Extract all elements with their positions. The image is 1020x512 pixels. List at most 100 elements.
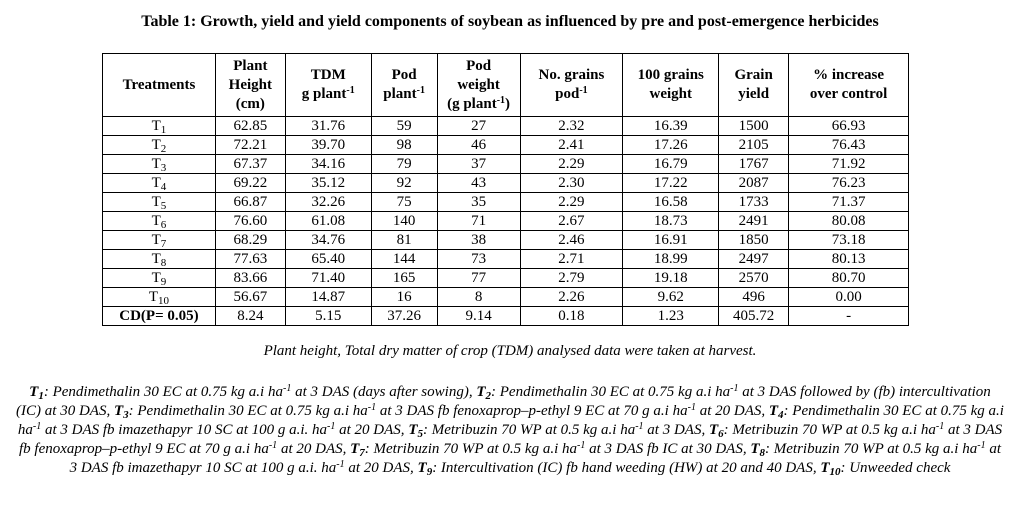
header-grains-per-pod: No. grains pod-1 [519,53,624,117]
footnote-treatment-6: T6: Metribuzin 70 WP at 0.5 kg a.i ha-1 … [19,421,1003,458]
results-table: Treatments Plant Height (cm) TDM g plant… [102,53,909,326]
value-cell: 2.29 [519,192,624,212]
value-cell: 2.79 [519,268,624,288]
value-cell: 18.73 [622,211,720,231]
value-cell: 2.41 [519,135,624,155]
value-cell: 31.76 [284,116,372,136]
value-cell: 2570 [718,268,790,288]
table-row: T4 69.22 35.12 92 43 2.30 17.22 2087 76.23 [102,173,909,193]
table-row: T9 83.66 71.40 165 77 2.79 19.18 2570 80.70 [102,268,909,288]
header-tdm: TDM g plant-1 [284,53,372,117]
header-pod-per-plant: Pod plant-1 [370,53,438,117]
value-cell: 9.62 [622,287,720,307]
value-cell: 2.26 [519,287,624,307]
table-row: T3 67.37 34.16 79 37 2.29 16.79 1767 71.92 [102,154,909,174]
value-cell: 71.37 [788,192,909,212]
table-row: T1 62.85 31.76 59 27 2.32 16.39 1500 66.93 [102,116,909,136]
value-cell: 56.67 [214,287,286,307]
footnote-treatment-8: T8: Metribuzin 70 WP at 0.5 kg a.i ha-1 … [69,440,1001,477]
value-cell: 66.93 [788,116,909,136]
treatment-cell: T10 [102,287,216,307]
cd-value-cell: 9.14 [436,306,521,326]
value-cell: 16.39 [622,116,720,136]
value-cell: 71.40 [284,268,372,288]
value-cell: 39.70 [284,135,372,155]
value-cell: 92 [370,173,438,193]
value-cell: 69.22 [214,173,286,193]
table-row: T8 77.63 65.40 144 73 2.71 18.99 2497 80.13 [102,249,909,269]
value-cell: 34.16 [284,154,372,174]
cd-value-cell: 1.23 [622,306,720,326]
value-cell: 38 [436,230,521,250]
header-treatments: Treatments [102,53,216,117]
value-cell: 81 [370,230,438,250]
value-cell: 68.29 [214,230,286,250]
table-title: Table 1: Growth, yield and yield compone… [141,13,879,30]
value-cell: 80.70 [788,268,909,288]
value-cell: 17.22 [622,173,720,193]
treatment-cell: T5 [102,192,216,212]
cd-value-cell: 5.15 [284,306,372,326]
footnote-treatment-5: T5: Metribuzin 70 WP at 0.5 kg a.i ha-1 … [408,421,709,440]
value-cell: 34.76 [284,230,372,250]
value-cell: 43 [436,173,521,193]
value-cell: 2.30 [519,173,624,193]
value-cell: 80.13 [788,249,909,269]
value-cell: 140 [370,211,438,231]
value-cell: 2.67 [519,211,624,231]
cd-value-cell: - [788,306,909,326]
value-cell: 98 [370,135,438,155]
value-cell: 73.18 [788,230,909,250]
treatment-cell: T4 [102,173,216,193]
value-cell: 46 [436,135,521,155]
header-row: Treatments Plant Height (cm) TDM g plant… [102,53,909,117]
value-cell: 67.37 [214,154,286,174]
table-caption: Plant height, Total dry matter of crop (… [263,343,757,359]
value-cell: 14.87 [284,287,372,307]
value-cell: 2087 [718,173,790,193]
value-cell: 496 [718,287,790,307]
table-row: T2 72.21 39.70 98 46 2.41 17.26 2105 76.43 [102,135,909,155]
footnote-treatment-10: T10: Unweeded check [820,460,951,478]
value-cell: 71.92 [788,154,909,174]
value-cell: 19.18 [622,268,720,288]
value-cell: 1850 [718,230,790,250]
treatment-cell: T8 [102,249,216,269]
table-body: T1 62.85 31.76 59 27 2.32 16.39 1500 66.93 T2 72.2… [102,116,909,326]
value-cell: 77.63 [214,249,286,269]
treatment-cell: T2 [102,135,216,155]
table-row: T10 56.67 14.87 16 8 2.26 9.62 496 0.00 [102,287,909,307]
value-cell: 77 [436,268,521,288]
value-cell: 2491 [718,211,790,231]
value-cell: 18.99 [622,249,720,269]
cd-value-cell: 8.24 [214,306,286,326]
table-row: T7 68.29 34.76 81 38 2.46 16.91 1850 73.18 [102,230,909,250]
value-cell: 0.00 [788,287,909,307]
value-cell: 75 [370,192,438,212]
treatments-footnote: T1: Pendimethalin 30 EC at 0.75 kg a.i h… [16,383,1004,478]
value-cell: 144 [370,249,438,269]
footnote-treatment-9: T9: Intercultivation (IC) fb hand weedin… [417,460,821,478]
treatment-cell: T6 [102,211,216,231]
value-cell: 16.58 [622,192,720,212]
treatment-cell: T9 [102,268,216,288]
table-row: T5 66.87 32.26 75 35 2.29 16.58 1733 71.37 [102,192,909,212]
value-cell: 27 [436,116,521,136]
value-cell: 73 [436,249,521,269]
value-cell: 65.40 [284,249,372,269]
value-cell: 59 [370,116,438,136]
table-row: T6 76.60 61.08 140 71 2.67 18.73 2491 80.08 [102,211,909,231]
treatment-cell: T7 [102,230,216,250]
value-cell: 2105 [718,135,790,155]
cd-value-cell: 37.26 [370,306,438,326]
footnote-treatment-1: T1: Pendimethalin 30 EC at 0.75 kg a.i h… [29,383,477,402]
footnote-treatment-3: T3: Pendimethalin 30 EC at 0.75 kg a.i h… [113,402,769,421]
header-plant-height: Plant Height (cm) [214,53,286,117]
header-100-grains-weight: 100 grains weight [622,53,720,117]
value-cell: 61.08 [284,211,372,231]
value-cell: 2.46 [519,230,624,250]
value-cell: 35 [436,192,521,212]
treatment-cell: T1 [102,116,216,136]
value-cell: 62.85 [214,116,286,136]
